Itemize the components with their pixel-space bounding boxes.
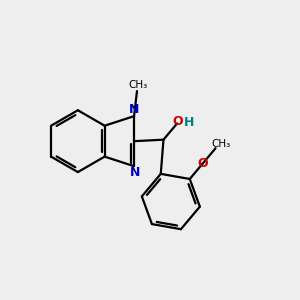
Text: CH₃: CH₃ — [212, 139, 231, 149]
Text: H: H — [184, 116, 195, 129]
Text: O: O — [173, 116, 183, 128]
Text: N: N — [129, 103, 139, 116]
Text: CH₃: CH₃ — [129, 80, 148, 90]
Text: N: N — [130, 166, 141, 179]
Text: O: O — [197, 157, 208, 170]
